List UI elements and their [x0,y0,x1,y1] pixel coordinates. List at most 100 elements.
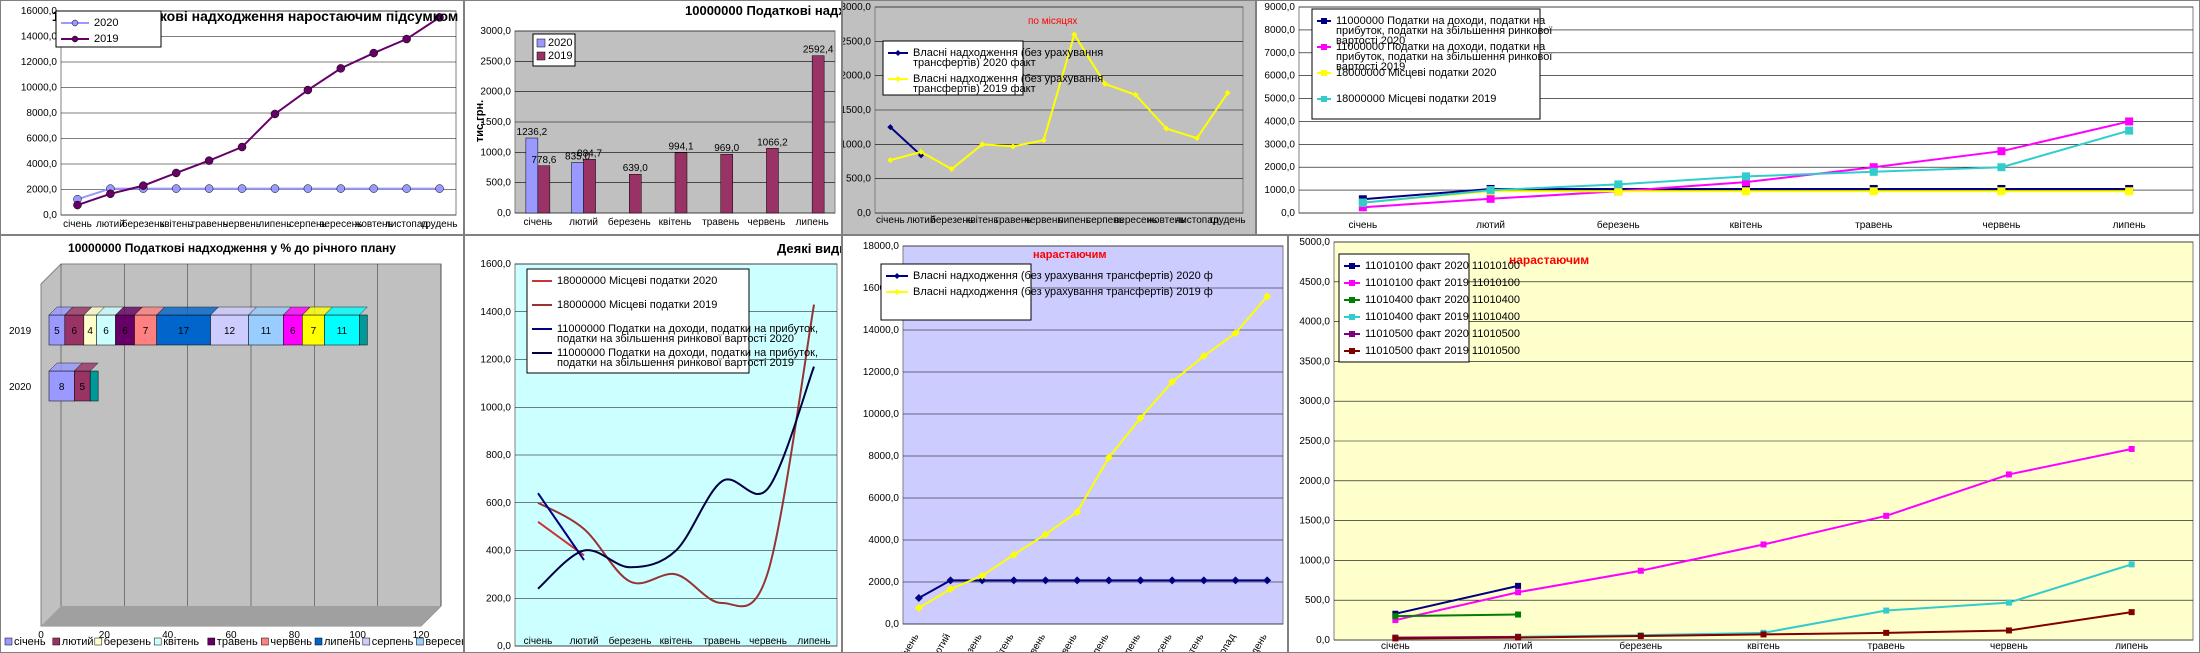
data-point [1168,377,1177,386]
legend-swatch [416,637,424,646]
data-point [435,13,444,22]
y-tick-label: 1600,0 [480,259,511,270]
series-line [77,16,441,207]
y-tick-label: 0,0 [1316,635,1330,646]
y-tick-label: 16000,0 [21,6,58,17]
data-point [1637,567,1644,574]
data-point [2128,609,2135,616]
y-tick-label: 4000,0 [1264,116,1295,127]
legend-marker [895,50,901,56]
chart-title: 10000000 Податкові надходження у % до рі… [68,241,396,255]
x-tick-label: січень [898,632,922,652]
data-point [204,184,214,193]
data-point [1194,135,1200,142]
bar-label: 8 [59,382,65,393]
legend-label: Власні надходження (без урахування [913,47,1103,59]
legend-label: прибуток, податки на збільшення ринкової [1336,25,1552,37]
data-point [1392,617,1399,624]
data-point [2125,126,2134,135]
data-point [946,585,955,594]
bar-label: 6 [103,326,109,337]
x-tick-label: 120 [413,630,430,641]
legend-label: березень [104,636,151,648]
data-point [402,34,411,44]
x-tick-label: листопад [1207,632,1238,652]
series-line [890,32,1229,171]
chart-title: по місяцях [1028,16,1077,27]
x-tick-label: жовтень [355,219,393,230]
bar-label: 5 [54,326,60,337]
x-tick-label: січень [524,636,553,647]
legend-label: податки на збільшення ринкової вартості … [557,333,794,345]
x-tick-label: травень [994,215,1031,226]
data-point [1163,125,1170,132]
data-point [1392,635,1399,642]
y-tick-label: 0,0 [497,208,511,219]
data-point [1136,576,1145,585]
legend-marker [1349,348,1355,354]
bar-label: 11 [337,326,348,337]
data-point [369,48,378,58]
x-tick-label: вересень [319,219,362,230]
legend-label: податки на збільшення ринкової вартості … [557,357,794,369]
x-tick-label: липень [2115,641,2148,652]
x-tick-label: квітень [160,219,193,230]
legend-swatch [536,51,546,61]
data-point [369,184,378,193]
bar-label: 1066,2 [757,137,788,148]
x-tick-label: березень [122,218,165,230]
y-tick-label: 0,0 [1281,208,1295,219]
x-tick-label: 20 [99,630,111,641]
legend-label: 11010100 факт 2020 11010100 [1365,260,1520,272]
stacked-bar [324,314,360,346]
x-tick-label: березень [953,632,985,653]
y-tick-label: 4000,0 [1299,317,1330,328]
y-tick-label: 1000,0 [480,402,511,413]
y-tick-label: 6000,0 [26,134,57,145]
bar-label: 7 [143,326,149,337]
bar-top [323,306,368,316]
y-tick-label: 0,0 [43,210,57,221]
series-line [537,521,585,557]
bar-label: 1236,2 [517,127,548,138]
data-point [1009,576,1018,585]
bar-end [89,370,99,402]
legend-swatch [261,637,269,646]
y-tick-label: 2019 [9,326,32,337]
data-point [887,124,894,131]
series-line [537,366,815,590]
data-point [1041,576,1050,585]
data-point [1883,607,1890,614]
legend-swatch [4,637,13,646]
data-point [2128,445,2135,452]
x-tick-label: березень [609,635,652,647]
y-tick-label: 12000,0 [863,367,900,378]
legend-label: прибуток, податки на збільшення ринкової [1336,51,1552,63]
data-point [171,168,181,178]
x-tick-label: грудень [1242,632,1269,652]
data-point [2005,599,2012,606]
data-point [1614,187,1623,196]
legend-label: 2020 [94,17,118,29]
y-tick-label: 400,0 [486,546,511,557]
y-tick-label: 3000,0 [1299,396,1330,407]
y-tick-label: 2500,0 [843,36,871,47]
x-tick-label: лютий [96,219,125,230]
legend-marker [1349,280,1355,286]
x-tick-label: березень [1619,640,1662,652]
x-tick-label: березень [1597,219,1640,231]
legend-marker [71,19,79,27]
bar [537,165,551,214]
data-point [1041,530,1050,539]
bar [674,152,688,214]
legend-marker [894,273,900,279]
x-tick-label: січень [63,219,92,230]
data-point [946,576,955,585]
legend-swatch [94,637,103,646]
series-line [77,187,440,201]
x-tick-label: 60 [225,630,237,641]
bar-label: 6 [122,326,128,337]
y-tick-label: 8000,0 [868,451,899,462]
x-tick-label: січень [1381,641,1410,652]
legend [882,40,1024,96]
